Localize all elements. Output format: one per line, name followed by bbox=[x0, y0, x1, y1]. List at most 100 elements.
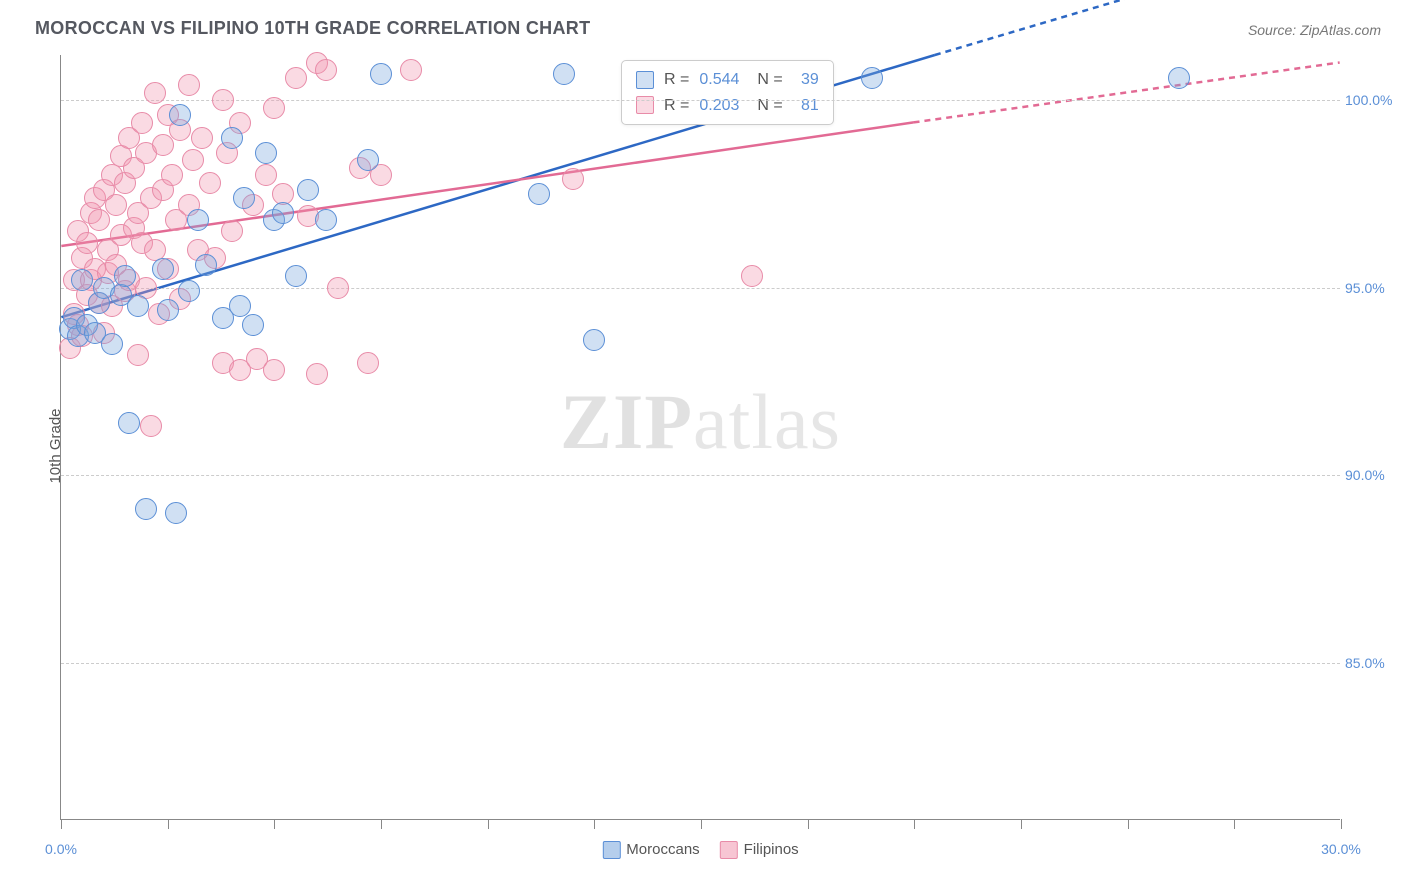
scatter-point bbox=[101, 333, 123, 355]
x-tick bbox=[914, 819, 915, 829]
gridline bbox=[61, 100, 1340, 101]
scatter-point bbox=[1168, 67, 1190, 89]
scatter-point bbox=[741, 265, 763, 287]
scatter-point bbox=[370, 63, 392, 85]
scatter-point bbox=[528, 183, 550, 205]
stats-r-label: R = bbox=[664, 93, 689, 119]
scatter-point bbox=[127, 344, 149, 366]
scatter-point bbox=[182, 149, 204, 171]
scatter-point bbox=[327, 277, 349, 299]
scatter-point bbox=[255, 142, 277, 164]
x-tick bbox=[1128, 819, 1129, 829]
scatter-point bbox=[105, 194, 127, 216]
scatter-point bbox=[161, 164, 183, 186]
chart-title: MOROCCAN VS FILIPINO 10TH GRADE CORRELAT… bbox=[35, 18, 590, 39]
series-legend: Moroccans Filipinos bbox=[602, 841, 798, 859]
scatter-point bbox=[199, 172, 221, 194]
x-tick bbox=[274, 819, 275, 829]
scatter-point bbox=[306, 363, 328, 385]
x-tick bbox=[1341, 819, 1342, 829]
scatter-point bbox=[152, 134, 174, 156]
legend-label: Moroccans bbox=[626, 841, 699, 858]
x-tick bbox=[594, 819, 595, 829]
x-tick bbox=[701, 819, 702, 829]
source-attribution: Source: ZipAtlas.com bbox=[1248, 22, 1381, 38]
legend-label: Filipinos bbox=[744, 841, 799, 858]
x-tick bbox=[168, 819, 169, 829]
scatter-point bbox=[165, 502, 187, 524]
scatter-point bbox=[152, 258, 174, 280]
scatter-point bbox=[195, 254, 217, 276]
scatter-point bbox=[144, 82, 166, 104]
scatter-point bbox=[212, 89, 234, 111]
scatter-point bbox=[315, 59, 337, 81]
gridline bbox=[61, 663, 1340, 664]
scatter-point bbox=[88, 209, 110, 231]
legend-item: Moroccans bbox=[602, 841, 699, 859]
scatter-point bbox=[71, 269, 93, 291]
x-tick bbox=[381, 819, 382, 829]
scatter-point bbox=[357, 352, 379, 374]
scatter-point bbox=[169, 104, 191, 126]
y-tick-label: 100.0% bbox=[1345, 92, 1395, 108]
gridline bbox=[61, 288, 1340, 289]
scatter-point bbox=[553, 63, 575, 85]
correlation-stats-box: R = 0.544 N = 39 R = 0.203 N = 81 bbox=[621, 60, 834, 125]
scatter-plot-area: ZIPatlas R =0.544N =39R =0.203N =81 Moro… bbox=[60, 55, 1340, 820]
stats-n-value: 39 bbox=[793, 67, 819, 93]
legend-swatch bbox=[720, 841, 738, 859]
scatter-point bbox=[255, 164, 277, 186]
stats-n-value: 81 bbox=[793, 93, 819, 119]
scatter-point bbox=[178, 280, 200, 302]
x-tick-label: 0.0% bbox=[45, 841, 77, 857]
scatter-point bbox=[118, 412, 140, 434]
scatter-point bbox=[191, 127, 213, 149]
scatter-point bbox=[157, 299, 179, 321]
scatter-point bbox=[400, 59, 422, 81]
stats-r-value: 0.203 bbox=[699, 93, 739, 119]
scatter-point bbox=[140, 415, 162, 437]
scatter-point bbox=[114, 265, 136, 287]
scatter-point bbox=[76, 232, 98, 254]
x-tick bbox=[488, 819, 489, 829]
y-tick-label: 95.0% bbox=[1345, 280, 1395, 296]
x-tick bbox=[1234, 819, 1235, 829]
scatter-point bbox=[272, 202, 294, 224]
scatter-point bbox=[861, 67, 883, 89]
scatter-point bbox=[221, 220, 243, 242]
scatter-point bbox=[263, 97, 285, 119]
stats-swatch bbox=[636, 71, 654, 89]
scatter-point bbox=[562, 168, 584, 190]
scatter-point bbox=[233, 187, 255, 209]
scatter-point bbox=[127, 295, 149, 317]
scatter-point bbox=[357, 149, 379, 171]
y-tick-label: 85.0% bbox=[1345, 655, 1395, 671]
scatter-point bbox=[221, 127, 243, 149]
scatter-point bbox=[297, 179, 319, 201]
legend-item: Filipinos bbox=[720, 841, 799, 859]
scatter-point bbox=[178, 74, 200, 96]
stats-n-label: N = bbox=[757, 93, 782, 119]
x-tick bbox=[1021, 819, 1022, 829]
scatter-point bbox=[583, 329, 605, 351]
scatter-point bbox=[187, 209, 209, 231]
stats-r-value: 0.544 bbox=[699, 67, 739, 93]
gridline bbox=[61, 475, 1340, 476]
stats-row: R = 0.544 N = 39 bbox=[636, 67, 819, 93]
scatter-point bbox=[242, 314, 264, 336]
watermark: ZIPatlas bbox=[560, 377, 841, 467]
y-tick-label: 90.0% bbox=[1345, 467, 1395, 483]
stats-r-label: R = bbox=[664, 67, 689, 93]
legend-swatch bbox=[602, 841, 620, 859]
scatter-point bbox=[315, 209, 337, 231]
scatter-point bbox=[263, 359, 285, 381]
scatter-point bbox=[285, 67, 307, 89]
stats-n-label: N = bbox=[757, 67, 782, 93]
x-tick-label: 30.0% bbox=[1321, 841, 1361, 857]
x-tick bbox=[808, 819, 809, 829]
stats-row: R = 0.203 N = 81 bbox=[636, 93, 819, 119]
scatter-point bbox=[285, 265, 307, 287]
scatter-point bbox=[131, 112, 153, 134]
scatter-point bbox=[135, 498, 157, 520]
regression-lines-layer bbox=[61, 55, 1340, 819]
